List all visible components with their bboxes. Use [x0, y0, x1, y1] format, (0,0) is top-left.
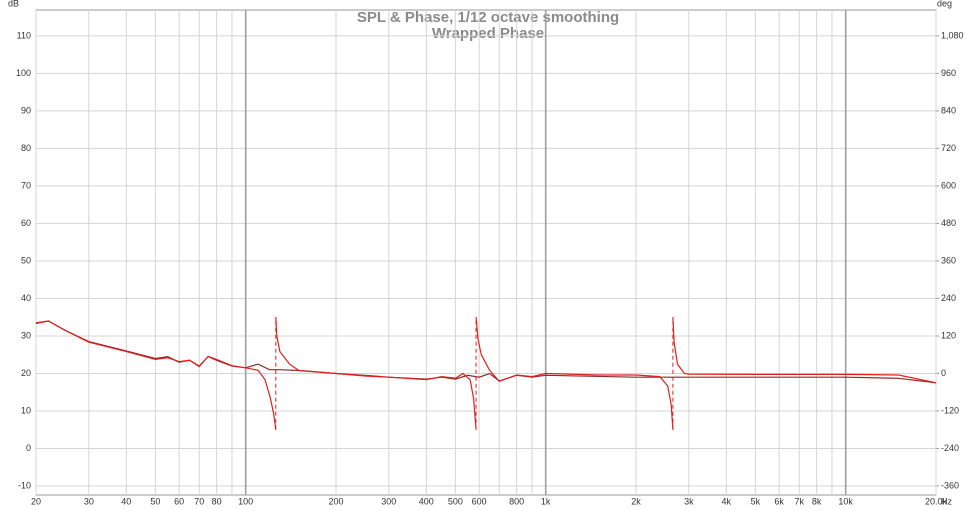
x-tick-label: 7k — [794, 496, 804, 506]
x-tick-label: 6k — [774, 496, 784, 506]
y2-tick-label: -360 — [941, 480, 959, 490]
y2-tick-label: 960 — [941, 68, 956, 78]
y2-tick-label: 600 — [941, 180, 956, 190]
y2-tick-label: 480 — [941, 218, 956, 228]
x-tick-label: 30 — [84, 496, 94, 506]
series-line — [35, 317, 937, 430]
y-tick-label: 110 — [17, 30, 31, 40]
y-tick-label: 60 — [21, 218, 31, 228]
x-axis-label: Hz — [941, 496, 952, 506]
x-tick-label: 40 — [121, 496, 131, 506]
chart-title: SPL & Phase, 1/12 octave smoothing — [357, 9, 619, 26]
y2-tick-label: 840 — [941, 105, 956, 115]
y2-tick-label: 240 — [941, 293, 956, 303]
y-tick-label: 90 — [21, 105, 31, 115]
y-tick-label: -10 — [18, 480, 31, 490]
x-tick-label: 400 — [419, 496, 434, 506]
y-tick-label: 30 — [21, 330, 31, 340]
y-tick-label: 0 — [26, 443, 31, 453]
x-tick-label: 80 — [212, 496, 222, 506]
y2-tick-label: -240 — [941, 443, 959, 453]
x-tick-label: 8k — [812, 496, 822, 506]
x-tick-label: 100 — [238, 496, 253, 506]
y2-tick-label: 0 — [941, 368, 946, 378]
x-tick-label: 70 — [194, 496, 204, 506]
y-tick-label: 80 — [21, 143, 31, 153]
x-tick-label: 60 — [174, 496, 184, 506]
y2-tick-label: 120 — [941, 330, 956, 340]
y2-tick-label: 360 — [941, 255, 956, 265]
x-tick-label: 500 — [448, 496, 463, 506]
y-tick-label: 20 — [21, 368, 31, 378]
y2-tick-label: -120 — [941, 405, 959, 415]
x-tick-label: 20.0k — [925, 496, 948, 506]
x-tick-label: 3k — [684, 496, 694, 506]
x-tick-label: 200 — [328, 496, 343, 506]
x-tick-label: 800 — [509, 496, 524, 506]
y2-tick-label: 1,080 — [941, 30, 964, 40]
y-axis-label: dB — [8, 0, 19, 8]
x-tick-label: 300 — [381, 496, 396, 506]
plot-area — [35, 9, 937, 496]
x-tick-label: 4k — [722, 496, 732, 506]
y-tick-label: 40 — [21, 293, 31, 303]
x-tick-label: 600 — [472, 496, 487, 506]
x-tick-label: 50 — [150, 496, 160, 506]
x-tick-label: 1k — [541, 496, 551, 506]
y-tick-label: 50 — [21, 255, 31, 265]
y2-tick-label: 720 — [941, 143, 956, 153]
y-tick-label: 10 — [21, 405, 31, 415]
chart-subtitle: Wrapped Phase — [432, 25, 544, 42]
x-tick-label: 10k — [838, 496, 853, 506]
y-tick-label: 100 — [16, 68, 31, 78]
x-tick-label: 5k — [751, 496, 761, 506]
y2-axis-label: deg — [937, 0, 952, 8]
x-tick-label: 2k — [631, 496, 641, 506]
x-tick-label: 20 — [31, 496, 41, 506]
y-tick-label: 70 — [21, 180, 31, 190]
